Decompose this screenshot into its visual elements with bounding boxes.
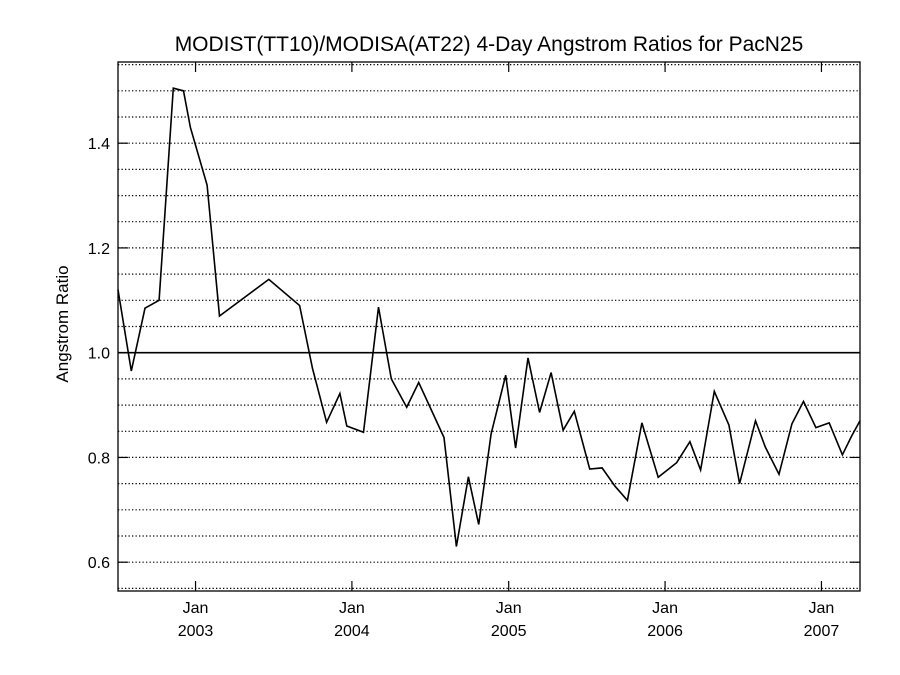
plot-frame bbox=[117, 61, 861, 592]
gridlines bbox=[118, 63, 860, 590]
y-tick-label: 1.2 bbox=[88, 241, 110, 258]
x-tick-year: 2003 bbox=[178, 623, 214, 640]
y-tick-label: 0.8 bbox=[88, 450, 110, 467]
x-tick-month: Jan bbox=[652, 600, 678, 617]
x-tick-month: Jan bbox=[809, 600, 835, 617]
x-axis: Jan 2003 Jan 2004 Jan 2005 Jan 2006 Jan 2007 bbox=[178, 62, 840, 640]
x-tick-month: Jan bbox=[339, 600, 365, 617]
x-tick-year: 2004 bbox=[334, 623, 370, 640]
series-line bbox=[117, 87, 861, 547]
x-tick-year: 2007 bbox=[804, 623, 840, 640]
x-tick-month: Jan bbox=[183, 600, 209, 617]
y-tick-label: 1.0 bbox=[88, 346, 110, 363]
y-tick-label: 0.6 bbox=[88, 555, 110, 572]
chart-title: MODIST(TT10)/MODISA(AT22) 4-Day Angstrom… bbox=[175, 33, 804, 56]
series-group bbox=[117, 87, 861, 547]
x-tick-month: Jan bbox=[496, 600, 522, 617]
y-axis-label: Angstrom Ratio bbox=[53, 265, 72, 382]
x-tick-year: 2006 bbox=[647, 623, 683, 640]
x-tick-year: 2005 bbox=[491, 623, 527, 640]
y-axis: 0.6 0.8 1.0 1.2 1.4 bbox=[88, 136, 860, 572]
y-tick-label: 1.4 bbox=[88, 136, 110, 153]
